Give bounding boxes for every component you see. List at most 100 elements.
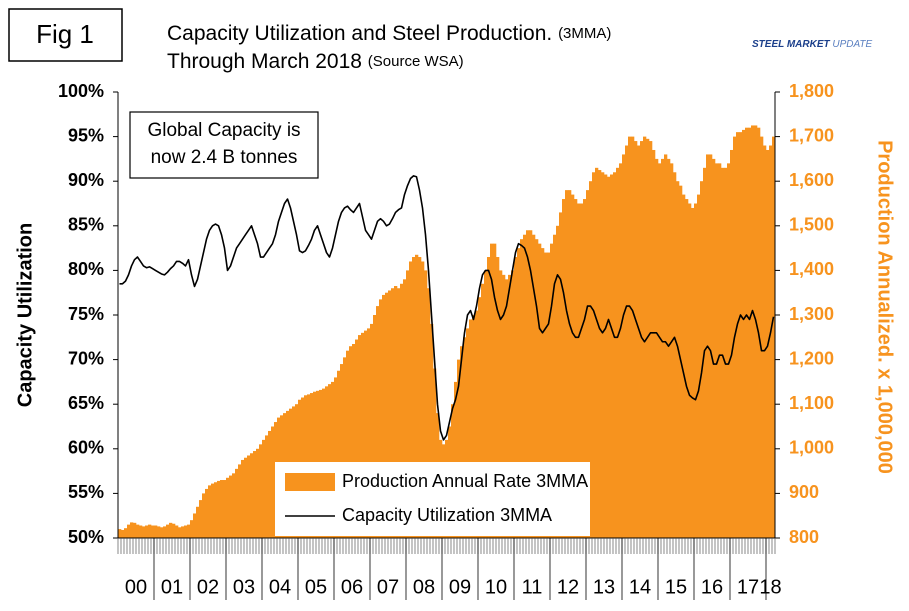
y-axis-title: Capacity Utilization [14, 223, 36, 407]
bar [637, 145, 641, 538]
legend-label: Capacity Utilization 3MMA [342, 505, 552, 525]
y-tick-label: 55% [68, 482, 104, 502]
bar [760, 136, 764, 538]
bar [553, 234, 557, 538]
bar [658, 163, 662, 539]
x-tick-label: 06 [341, 576, 363, 598]
bar [427, 288, 431, 538]
bar [262, 439, 266, 538]
bar [415, 254, 419, 539]
y2-tick-label: 800 [789, 527, 819, 547]
bar [730, 149, 734, 539]
bar [238, 464, 242, 538]
bar [193, 513, 197, 538]
bar [595, 167, 599, 538]
bar [472, 315, 476, 538]
bar [670, 163, 674, 539]
bar [223, 480, 227, 538]
logo: STEEL MARKET UPDATE [752, 39, 873, 50]
bar [751, 125, 755, 538]
bar [235, 468, 239, 538]
bar [220, 480, 224, 538]
x-tick-label: 08 [413, 576, 435, 598]
bar [661, 158, 665, 538]
bar [400, 283, 404, 538]
bar [763, 145, 767, 538]
bar [514, 257, 518, 538]
bar [121, 529, 125, 538]
bar [358, 335, 362, 538]
y2-tick-label: 1,100 [789, 393, 834, 413]
bar [160, 527, 164, 538]
legend-label: Production Annual Rate 3MMA [342, 471, 588, 491]
bar [571, 194, 575, 538]
bar [424, 270, 428, 538]
bar [250, 453, 254, 538]
bar [454, 381, 458, 538]
bar [268, 430, 272, 538]
bar [340, 364, 344, 538]
y2-axis-title: Production Annualized. x 1,000,000 [874, 140, 896, 474]
bar [721, 167, 725, 538]
bar [394, 286, 398, 538]
y-tick-label: 75% [68, 304, 104, 324]
bar [481, 283, 485, 538]
bar [505, 279, 509, 538]
bar [484, 270, 488, 538]
x-tick-label: 07 [377, 576, 399, 598]
bar [715, 163, 719, 539]
bar [520, 239, 524, 538]
y2-tick-label: 1,700 [789, 125, 834, 145]
bar [118, 529, 122, 538]
bar [622, 154, 626, 538]
bar [712, 158, 716, 538]
bar [412, 257, 416, 538]
bar [517, 248, 521, 538]
bar [124, 528, 128, 538]
bar [352, 343, 356, 538]
bar [253, 451, 257, 538]
bar [628, 136, 632, 538]
bar [526, 230, 530, 538]
bar [700, 181, 704, 538]
bar [586, 190, 590, 538]
title-main: Capacity Utilization and Steel Productio… [167, 22, 552, 45]
bar [697, 194, 701, 538]
bar [577, 203, 581, 538]
bar [772, 136, 776, 538]
bar [418, 257, 422, 538]
bar [127, 524, 131, 538]
bar [397, 288, 401, 538]
bar [478, 297, 482, 538]
x-tick-label: 17 [737, 576, 759, 598]
bar [409, 261, 413, 538]
bar [541, 248, 545, 538]
bar [739, 132, 743, 538]
x-tick-label: 09 [449, 576, 471, 598]
bar [529, 230, 533, 538]
bar [271, 426, 275, 538]
bar [718, 163, 722, 539]
bar [682, 194, 686, 538]
bar [511, 270, 515, 538]
bar [172, 523, 176, 538]
bar [724, 167, 728, 538]
y2-tick-label: 1,400 [789, 259, 834, 279]
y-tick-label: 95% [68, 125, 104, 145]
bar [247, 455, 251, 538]
bar [337, 370, 341, 538]
bar [565, 190, 569, 538]
bar [466, 328, 470, 538]
annotation-line: now 2.4 B tonnes [151, 147, 298, 168]
bar [601, 172, 605, 538]
bar [598, 170, 602, 539]
bar [241, 459, 245, 538]
bar [256, 448, 260, 538]
bar [568, 190, 572, 538]
bar [556, 225, 560, 539]
bar [205, 488, 209, 538]
bar [388, 290, 392, 538]
y2-tick-label: 900 [789, 482, 819, 502]
bar [232, 473, 236, 538]
subtitle-main: Through March 2018 [167, 50, 362, 73]
